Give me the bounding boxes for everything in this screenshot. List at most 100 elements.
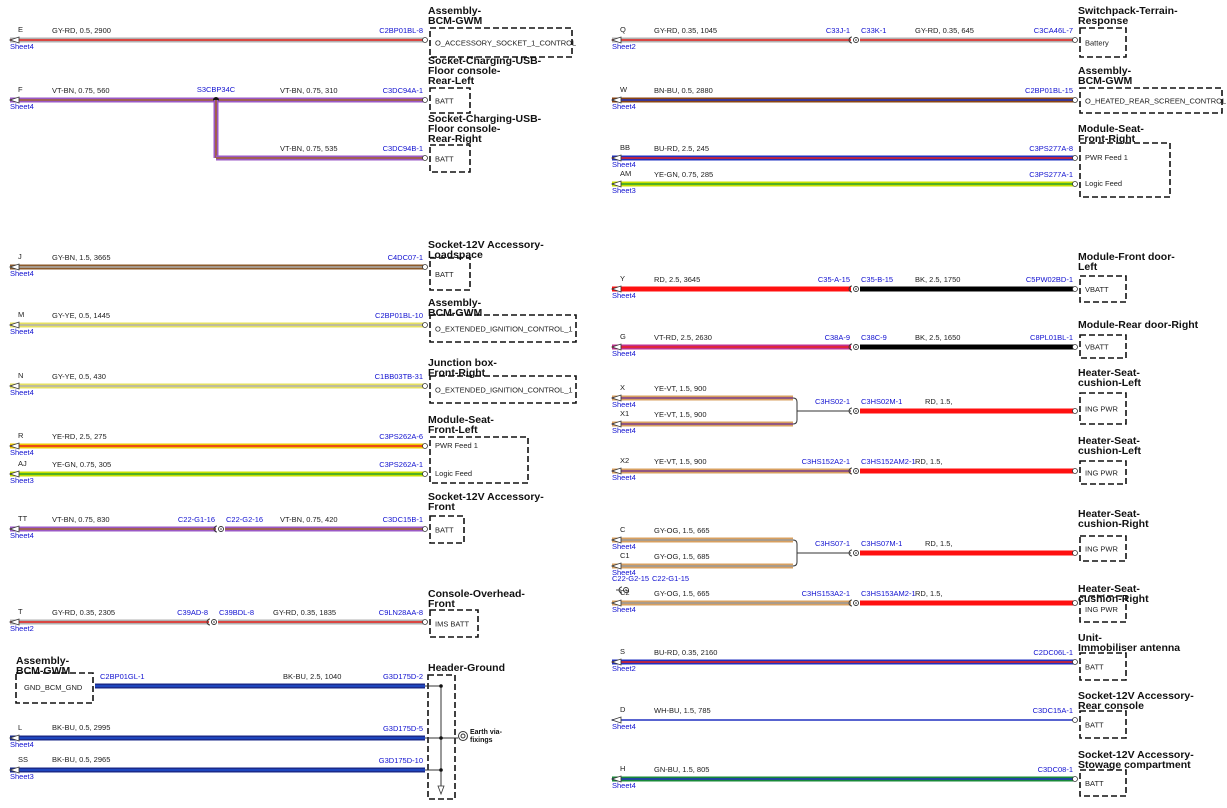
wire-label: RD, 1.5, [925, 539, 953, 548]
connector-label: C38A-9 [825, 333, 850, 342]
component-box [1079, 334, 1127, 359]
component-box [1079, 27, 1127, 58]
wire-arrow [8, 96, 20, 104]
connector-label: C22-G1-16 [178, 515, 215, 524]
component-title: Loadspace [428, 249, 483, 261]
component-title: BCM-GWM [1078, 75, 1132, 87]
wire-arrow [610, 180, 622, 188]
sheet-ref: Sheet4 [612, 781, 636, 790]
wire-label: GY-RD, 0.35, 645 [915, 26, 974, 35]
pin-label: Battery [1085, 39, 1109, 48]
connector-label: C2BP01GL-1 [100, 672, 145, 681]
connector-label: C22-G1-15 [652, 574, 689, 583]
sheet-ref: Sheet4 [612, 426, 636, 435]
connector-label: C2DC06L-1 [1033, 648, 1073, 657]
pin-terminal [422, 97, 428, 103]
circuit-id: C [620, 525, 626, 534]
sheet-ref: Sheet2 [10, 624, 34, 633]
sheet-ref: Sheet4 [612, 349, 636, 358]
sheet-ref: Sheet4 [612, 542, 636, 551]
connector-label: C3HS153A2-1 [802, 589, 850, 598]
wire-label: GY-RD, 0.35, 1045 [654, 26, 717, 35]
component-title: Response [1078, 15, 1128, 27]
component-title: Floor console- [428, 65, 501, 77]
wire-arrow [8, 470, 20, 478]
inline-connector [855, 288, 857, 290]
wire-arrow [8, 321, 20, 329]
wire-arrow [610, 599, 622, 607]
wire-bracket [792, 539, 800, 567]
component-title: Socket-12V Accessory- [1078, 749, 1194, 761]
circuit-id: C1 [620, 551, 630, 560]
wire-label: VT-BN, 0.75, 560 [52, 86, 110, 95]
wire-arrow [610, 716, 622, 724]
pin-label: BATT [435, 97, 454, 106]
inline-connector [848, 285, 853, 293]
wire-label: GY-RD, 0.35, 2305 [52, 608, 115, 617]
component-title: BCM-GWM [16, 665, 70, 677]
wire-label: VT-BN, 0.75, 420 [280, 515, 338, 524]
wire-arrow [8, 734, 20, 742]
component-box [429, 144, 471, 173]
circuit-id: BB [620, 143, 630, 152]
connector-label: C38C-9 [861, 333, 887, 342]
connector-label: C2BP01BL-10 [375, 311, 423, 320]
component-title: BCM-GWM [428, 15, 482, 27]
component-box [15, 672, 94, 704]
pin-terminal [1072, 37, 1078, 43]
pin-terminal [1072, 344, 1078, 350]
pin-terminal [1072, 468, 1078, 474]
sheet-ref: Sheet4 [10, 740, 34, 749]
connector-label: C35-B-15 [861, 275, 893, 284]
wire-arrow [610, 536, 622, 544]
connector-label: C8PL01BL-1 [1030, 333, 1073, 342]
connector-label: C3PS262A-1 [379, 460, 423, 469]
earth-symbol [460, 733, 466, 739]
circuit-id: N [18, 371, 23, 380]
inline-connector [625, 589, 627, 591]
wire-label: VT-BN, 0.75, 830 [52, 515, 110, 524]
connector-label: C3HS02-1 [815, 397, 850, 406]
connector-label: C3HS07-1 [815, 539, 850, 548]
pin-terminal [422, 155, 428, 161]
connector-label: C3PS277A-8 [1029, 144, 1073, 153]
component-box [1079, 595, 1127, 623]
connector-label: C5PW02BD-1 [1026, 275, 1073, 284]
pin-label: VBATT [1085, 285, 1109, 294]
wire-arrow [610, 420, 622, 428]
splice-dot [439, 684, 443, 688]
wire-label: BK-BU, 0.5, 2995 [52, 723, 110, 732]
component-title: BCM-GWM [428, 307, 482, 319]
wire-arrow [610, 36, 622, 44]
wire-label: RD, 1.5, [915, 457, 943, 466]
pin-label: ING PWR [1085, 405, 1118, 414]
component-title: Switchpack-Terrain- [1078, 5, 1178, 17]
sheet-ref: Sheet3 [612, 186, 636, 195]
component-title: Front-Right [428, 367, 486, 379]
wire-label: BU-RD, 2.5, 245 [654, 144, 709, 153]
wire-arrow [610, 96, 622, 104]
splice-dot [439, 768, 443, 772]
circuit-id: X2 [620, 456, 629, 465]
component-title: Immobiliser antenna [1078, 642, 1180, 654]
earth-label: fixings [470, 737, 493, 744]
pin-terminal [1072, 181, 1078, 187]
component-title: Assembly- [1078, 65, 1132, 77]
wire-label: GY-YE, 0.5, 430 [52, 372, 106, 381]
connector-label: C3DC15B-1 [383, 515, 423, 524]
circuit-id: W [620, 85, 628, 94]
pin-label: BATT [435, 526, 454, 535]
wire-label: VT-BN, 0.75, 535 [280, 144, 338, 153]
pin-label: Logic Feed [435, 469, 472, 478]
inline-connector [848, 36, 853, 44]
sheet-ref: Sheet4 [612, 102, 636, 111]
wire-arrow [8, 263, 20, 271]
earth-label: Earth via- [470, 729, 503, 736]
connector-label: C3HS152AM2-1 [861, 457, 916, 466]
inline-connector [855, 602, 857, 604]
inline-connector [206, 618, 211, 626]
sheet-ref: Sheet4 [612, 605, 636, 614]
circuit-id: E [18, 25, 23, 34]
component-box [429, 609, 479, 638]
